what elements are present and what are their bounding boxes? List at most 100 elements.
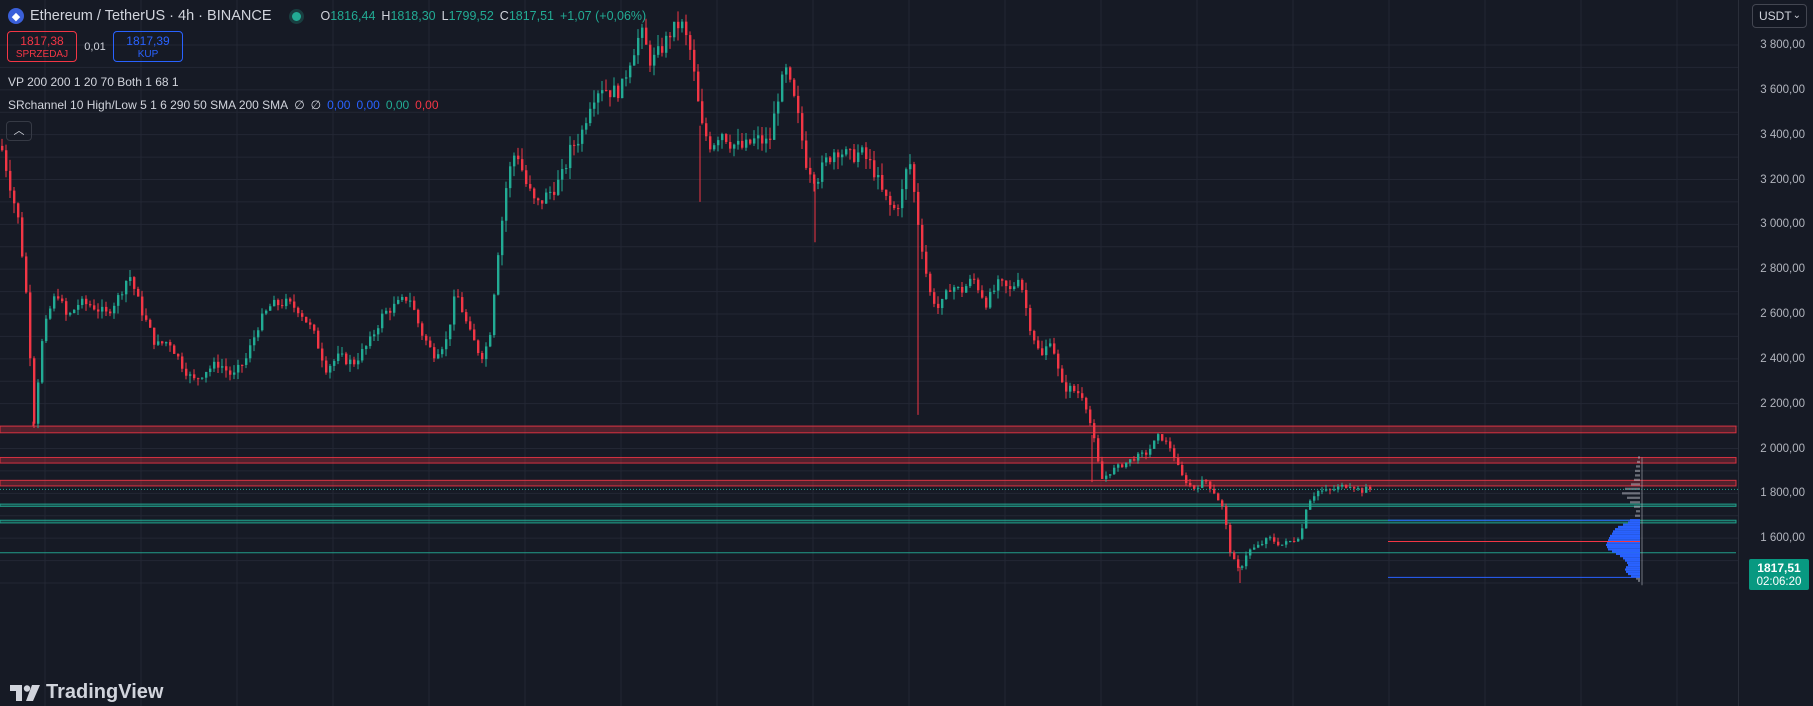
candle-body bbox=[365, 346, 368, 350]
candle-body bbox=[245, 358, 248, 365]
candle-body bbox=[209, 368, 212, 373]
candle-body bbox=[1261, 544, 1264, 546]
market-status-icon[interactable] bbox=[291, 11, 301, 21]
candle-body bbox=[409, 300, 412, 302]
ohlc-values: O1816,44 H1818,30 L1799,52 C1817,51 +1,0… bbox=[321, 9, 647, 23]
candle-body bbox=[801, 113, 804, 141]
candle-body bbox=[961, 286, 964, 293]
indicator-sr-symbol-2: ∅ bbox=[310, 98, 322, 112]
candle-body bbox=[1121, 464, 1124, 468]
volume-profile-bin bbox=[1616, 552, 1640, 555]
candle-body bbox=[945, 290, 948, 299]
currency-selector[interactable]: USDT ⌄ bbox=[1752, 4, 1807, 28]
price-chart[interactable] bbox=[0, 0, 1738, 706]
candle-body bbox=[997, 279, 1000, 291]
candle-body bbox=[509, 166, 512, 189]
price-tick-label: 3 000,00 bbox=[1760, 218, 1805, 231]
candle-body bbox=[1301, 528, 1304, 539]
buy-button[interactable]: 1817,39 KUP bbox=[113, 31, 183, 62]
candle-body bbox=[1329, 489, 1332, 491]
candle-body bbox=[93, 305, 96, 310]
candle-body bbox=[413, 300, 416, 310]
candle-body bbox=[805, 140, 808, 168]
candle-body bbox=[1357, 488, 1360, 490]
candle-body bbox=[277, 299, 280, 306]
sr-channel-zones bbox=[0, 425, 1737, 554]
candle-body bbox=[121, 294, 124, 296]
candle-body bbox=[397, 299, 400, 304]
price-tick-label: 1 800,00 bbox=[1760, 487, 1805, 500]
candle-body bbox=[581, 129, 584, 144]
candle-body bbox=[1257, 544, 1260, 548]
candle-body bbox=[57, 296, 60, 299]
currency-label: USDT bbox=[1759, 9, 1792, 23]
tradingview-logo[interactable]: TradingView bbox=[10, 681, 163, 704]
candle-body bbox=[1269, 537, 1272, 539]
volume-profile-bin bbox=[1618, 525, 1640, 529]
high-value: 1818,30 bbox=[390, 9, 436, 23]
ethereum-icon[interactable]: ◆ bbox=[8, 8, 24, 24]
candle-body bbox=[321, 348, 324, 361]
candle-body bbox=[53, 296, 56, 309]
candle-body bbox=[113, 305, 116, 314]
candle-body bbox=[1065, 382, 1068, 392]
candle-body bbox=[505, 188, 508, 221]
symbol-title[interactable]: Ethereum / TetherUS · 4h · BINANCE bbox=[30, 8, 272, 24]
candle-body bbox=[1349, 487, 1352, 489]
candle-body bbox=[937, 303, 940, 309]
candle-body bbox=[13, 190, 16, 204]
volume-profile-bin bbox=[1623, 523, 1640, 526]
volume-profile-bin bbox=[1635, 469, 1640, 473]
price-axis[interactable]: 3 800,00 3 600,00 3 400,00 3 200,00 3 000,00… bbox=[1738, 0, 1813, 706]
indicator-volume-profile[interactable]: VP 200 200 1 20 70 Both 1 68 1 bbox=[8, 75, 179, 89]
candle-body bbox=[305, 316, 308, 323]
candle-body bbox=[201, 377, 204, 379]
candle-body bbox=[1341, 484, 1344, 487]
price-tick-label: 2 800,00 bbox=[1760, 263, 1805, 276]
candle-body bbox=[1157, 434, 1160, 441]
candle-body bbox=[817, 181, 820, 184]
sell-button[interactable]: 1817,38 SPRZEDAJ bbox=[7, 31, 77, 62]
candle-body bbox=[1249, 549, 1252, 556]
price-tick-label: 2 200,00 bbox=[1760, 397, 1805, 410]
candle-body bbox=[1321, 490, 1324, 492]
candle-body bbox=[109, 311, 112, 314]
candle-body bbox=[197, 378, 200, 380]
volume-profile-bin bbox=[1625, 487, 1640, 490]
candle-body bbox=[453, 296, 456, 325]
candle-body bbox=[101, 306, 104, 312]
indicator-srchannel[interactable]: SRchannel 10 High/Low 5 1 6 290 50 SMA 2… bbox=[8, 98, 439, 112]
candle-body bbox=[97, 309, 100, 312]
candle-body bbox=[969, 278, 972, 287]
candle-body bbox=[225, 366, 228, 371]
candle-body bbox=[425, 335, 428, 341]
candle-body bbox=[849, 149, 852, 151]
volume-profile-bin bbox=[1615, 528, 1640, 531]
candle-body bbox=[1117, 464, 1120, 468]
candle-body bbox=[785, 67, 788, 75]
candle-body bbox=[309, 322, 312, 325]
candle-body bbox=[501, 220, 504, 256]
candle-body bbox=[229, 370, 232, 375]
candle-body bbox=[253, 337, 256, 346]
candle-body bbox=[485, 346, 488, 360]
candle-body bbox=[989, 291, 992, 308]
candle-body bbox=[33, 358, 36, 424]
candle-body bbox=[337, 353, 340, 361]
candle-body bbox=[1189, 482, 1192, 486]
volume-profile-bin bbox=[1607, 546, 1640, 549]
collapse-indicators-button[interactable]: ︿ bbox=[6, 121, 32, 141]
high-label: H bbox=[381, 9, 391, 23]
candle-body bbox=[725, 134, 728, 142]
candle-body bbox=[1253, 547, 1256, 550]
candle-body bbox=[237, 364, 240, 373]
candle-body bbox=[1025, 289, 1028, 309]
candle-body bbox=[845, 149, 848, 155]
candle-body bbox=[1177, 457, 1180, 465]
chevron-up-icon: ︿ bbox=[13, 125, 25, 137]
candle-body bbox=[629, 65, 632, 78]
candle-body bbox=[153, 327, 156, 345]
candle-body bbox=[173, 345, 176, 354]
candle-body bbox=[29, 292, 32, 359]
volume-profile-bin bbox=[1627, 496, 1640, 499]
